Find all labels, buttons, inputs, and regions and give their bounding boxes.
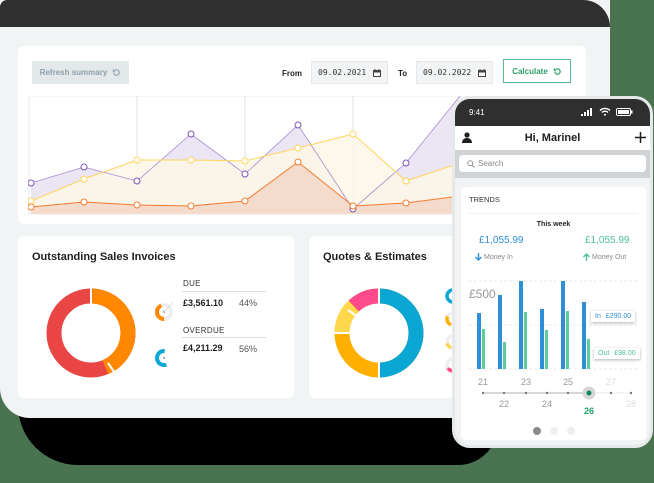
search-icon bbox=[467, 159, 475, 168]
from-date-field[interactable]: 09.02.2021 bbox=[311, 61, 388, 84]
selected-day-label[interactable]: 26 bbox=[583, 406, 595, 416]
area-chart bbox=[28, 96, 468, 215]
phone-frame: 9:41 Hi, Marinel Search TRENDS This week… bbox=[452, 96, 653, 448]
overdue-rule bbox=[182, 337, 266, 338]
status-time: 9:41 bbox=[469, 108, 485, 117]
from-date-value: 09.02.2021 bbox=[318, 68, 367, 77]
refresh-icon bbox=[553, 67, 561, 75]
quotes-estimates-card: Quotes & Estimates bbox=[309, 236, 469, 398]
money-in-label: Money In bbox=[484, 253, 513, 261]
overdue-label: OVERDUE bbox=[183, 326, 225, 335]
tooltip-out: Out £98.00 bbox=[594, 348, 640, 359]
tablet-top-bar bbox=[0, 0, 610, 27]
quotes-donut-chart bbox=[334, 288, 424, 378]
outstanding-invoices-card: Outstanding Sales Invoices DUE £3,561.10… bbox=[18, 236, 294, 398]
battery-icon bbox=[616, 108, 633, 116]
wifi-icon bbox=[599, 107, 611, 116]
phone-header: Hi, Marinel bbox=[455, 126, 650, 150]
day-label[interactable]: 24 bbox=[541, 399, 553, 409]
page-dot-active[interactable] bbox=[532, 427, 541, 435]
refresh-icon bbox=[113, 69, 120, 76]
due-label: DUE bbox=[183, 279, 201, 288]
to-date-value: 09.02.2022 bbox=[423, 68, 472, 77]
page-dot[interactable] bbox=[549, 427, 558, 435]
trends-bar-chart bbox=[469, 280, 639, 370]
day-timeline-slider[interactable] bbox=[461, 385, 646, 401]
arrow-down-icon bbox=[475, 253, 482, 261]
money-in-legend: Money In bbox=[475, 253, 513, 261]
tooltip-in-label: In bbox=[595, 313, 601, 320]
due-mini-donut-icon bbox=[155, 302, 174, 321]
tooltip-out-value: £98.00 bbox=[614, 350, 636, 357]
overdue-mini-donut-icon bbox=[155, 349, 173, 367]
from-label: From bbox=[282, 69, 302, 78]
overdue-amount: £4,211.29 bbox=[183, 343, 223, 353]
money-out-value: £1,055.99 bbox=[585, 235, 630, 246]
quotes-title: Quotes & Estimates bbox=[323, 251, 427, 263]
due-rule bbox=[182, 291, 266, 292]
calendar-icon bbox=[373, 68, 381, 77]
tooltip-in-value: £290.00 bbox=[605, 313, 632, 320]
user-icon[interactable] bbox=[462, 132, 472, 143]
day-label[interactable]: 23 bbox=[520, 377, 532, 387]
money-out-label: Money Out bbox=[592, 253, 627, 261]
day-label[interactable]: 25 bbox=[562, 377, 574, 387]
refresh-summary-button[interactable]: Refresh summary bbox=[32, 61, 129, 84]
overdue-percent: 56% bbox=[239, 344, 258, 354]
calculate-label: Calculate bbox=[512, 66, 548, 76]
trends-card: TRENDS This week £1,055.99 Money In £1,0… bbox=[461, 187, 646, 440]
money-out-legend: Money Out bbox=[583, 253, 626, 261]
day-label[interactable]: 27 bbox=[605, 377, 617, 387]
due-percent: 44% bbox=[239, 298, 258, 308]
phone-status-bar: 9:41 bbox=[455, 99, 650, 126]
refresh-summary-label: Refresh summary bbox=[39, 68, 108, 77]
page-indicator bbox=[461, 427, 646, 435]
y-axis-tick: £500 bbox=[469, 287, 496, 301]
invoices-donut-chart bbox=[46, 288, 136, 378]
money-in-value: £1,055.99 bbox=[479, 235, 524, 246]
search-input[interactable]: Search bbox=[459, 155, 646, 172]
to-label: To bbox=[398, 69, 408, 78]
trends-title: TRENDS bbox=[469, 195, 500, 204]
signal-icon bbox=[581, 108, 592, 116]
trends-divider bbox=[469, 213, 638, 214]
period-label: This week bbox=[536, 221, 571, 228]
greeting-title: Hi, Marinel bbox=[524, 132, 581, 144]
calculate-button[interactable]: Calculate bbox=[503, 59, 571, 83]
day-label[interactable]: 22 bbox=[498, 399, 510, 409]
invoices-title: Outstanding Sales Invoices bbox=[32, 251, 176, 263]
tooltip-in: In £290.00 bbox=[591, 311, 636, 322]
due-amount: £3,561.10 bbox=[183, 298, 224, 308]
calendar-icon bbox=[478, 68, 486, 77]
search-bar-container: Search bbox=[455, 150, 650, 178]
day-label[interactable]: 28 bbox=[625, 399, 637, 409]
search-placeholder: Search bbox=[478, 159, 504, 168]
arrow-up-icon bbox=[583, 253, 590, 261]
add-icon[interactable] bbox=[635, 132, 646, 143]
tooltip-out-label: Out bbox=[598, 350, 610, 357]
to-date-field[interactable]: 09.02.2022 bbox=[416, 61, 493, 84]
page-dot[interactable] bbox=[566, 427, 575, 435]
day-label[interactable]: 21 bbox=[477, 377, 489, 387]
